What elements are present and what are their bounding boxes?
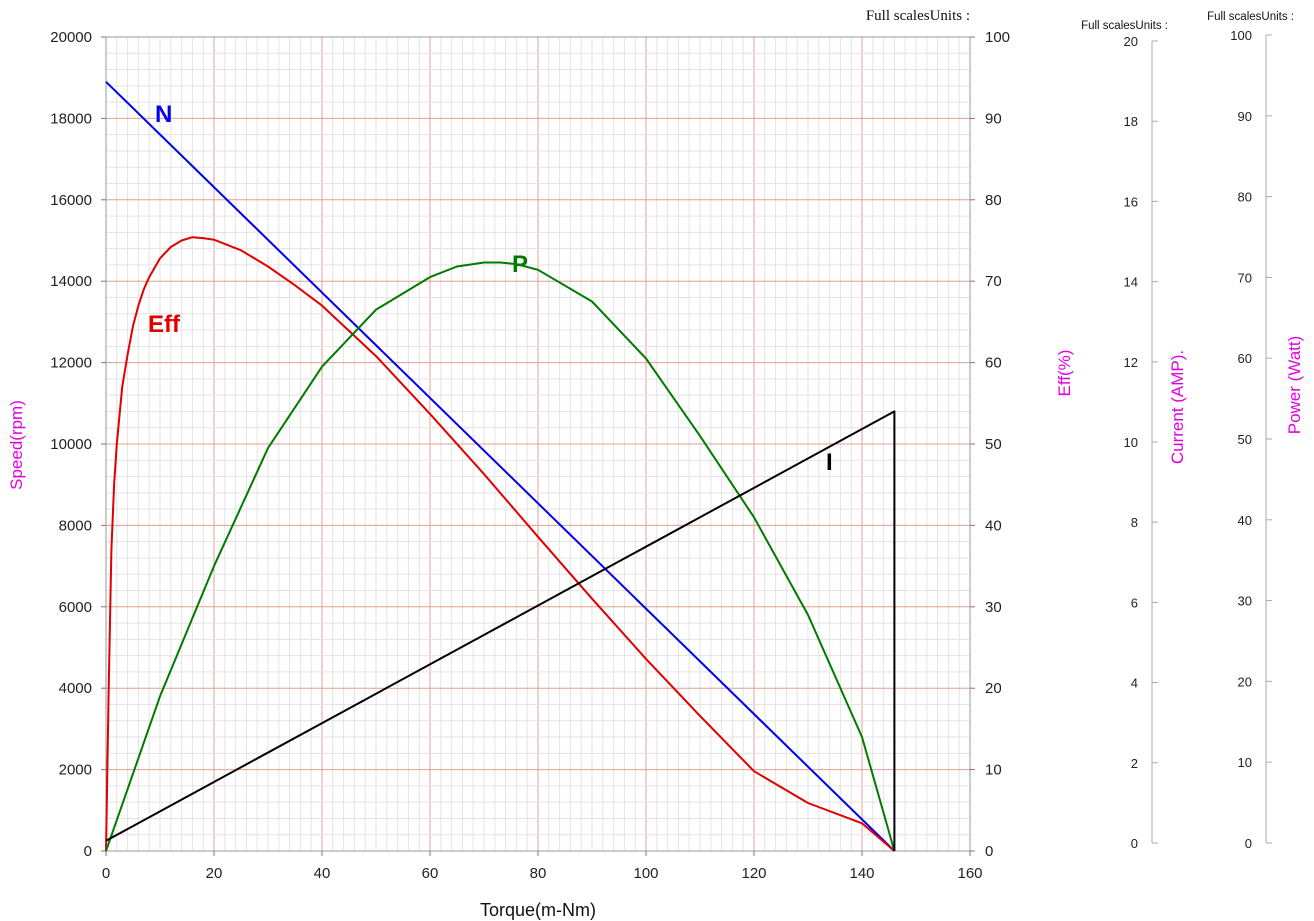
speed-tick-label: 14000 [50,273,92,290]
power-tick-label: 60 [1238,351,1252,366]
x-tick-label: 20 [206,865,223,882]
series-label-p: P [512,251,528,278]
power-tick-label: 20 [1238,674,1252,689]
series-label-eff: Eff [148,311,181,338]
current-tick-label: 14 [1124,275,1138,290]
power-tick-label: 40 [1238,513,1252,528]
eff-tick-label: 10 [985,762,1002,779]
speed-tick-label: 4000 [59,680,92,697]
chart-axes: 0 20 40 60 80 100 120 140 1600200040006000800010… [50,28,1272,882]
speed-tick-label: 16000 [50,192,92,209]
eff-tick-label: 70 [985,273,1002,290]
current-tick-label: 8 [1131,515,1138,530]
current-tick-label: 18 [1124,114,1138,129]
current-tick-label: 12 [1124,355,1138,370]
series-line-i [105,410,896,851]
series-line-n [105,81,896,852]
speed-axis-title: Speed(rpm) [7,400,26,490]
eff-tick-label: 30 [985,599,1002,616]
x-tick-label: 160 [957,865,982,882]
eff-axis-title: Eff(%) [1055,350,1074,397]
chart-series [105,81,896,852]
power-tick-label: 80 [1238,190,1252,205]
power-tick-label: 30 [1238,594,1252,609]
x-tick-label: 140 [849,865,874,882]
current-tick-label: 10 [1124,435,1138,450]
speed-tick-label: 18000 [50,110,92,127]
eff-tick-label: 90 [985,110,1002,127]
current-axis-title: Current (AMP). [1168,350,1187,464]
eff-tick-label: 80 [985,192,1002,209]
speed-tick-label: 0 [84,843,92,860]
current-tick-label: 4 [1131,676,1138,691]
eff-tick-label: 0 [985,843,993,860]
eff-tick-label: 50 [985,436,1002,453]
current-tick-label: 20 [1124,34,1138,49]
x-tick-label: 100 [633,865,658,882]
eff-tick-label: 40 [985,517,1002,534]
power-tick-label: 0 [1245,836,1252,851]
x-tick-label: 0 [102,865,110,882]
x-axis-title: Torque(m-Nm) [480,900,596,920]
speed-tick-label: 20000 [50,29,92,46]
speed-tick-label: 2000 [59,762,92,779]
power-tick-label: 90 [1238,109,1252,124]
eff-tick-label: 100 [985,29,1010,46]
power-tick-label: 70 [1238,270,1252,285]
x-tick-label: 80 [530,865,547,882]
current-full-scale-header: Full scalesUnits : [1081,20,1168,32]
current-tick-label: 2 [1131,756,1138,771]
power-full-scale-header: Full scalesUnits : [1207,11,1294,23]
series-line-p [105,261,896,852]
current-tick-label: 6 [1131,595,1138,610]
power-tick-label: 100 [1230,28,1252,43]
power-tick-label: 10 [1238,755,1252,770]
current-tick-label: 16 [1124,194,1138,209]
series-label-n: N [155,101,172,128]
current-tick-label: 0 [1131,836,1138,851]
plot-grid [106,37,970,851]
series-label-i: I [826,449,833,476]
x-tick-label: 40 [314,865,331,882]
speed-tick-label: 6000 [59,599,92,616]
eff-tick-label: 20 [985,680,1002,697]
power-tick-label: 50 [1238,432,1252,447]
eff-full-scale-header: Full scalesUnits : [866,8,970,24]
series-line-eff [105,236,896,852]
x-tick-label: 60 [422,865,439,882]
speed-tick-label: 12000 [50,355,92,372]
power-axis-title: Power (Watt) [1285,336,1304,435]
eff-tick-label: 60 [985,355,1002,372]
x-tick-label: 120 [741,865,766,882]
speed-tick-label: 8000 [59,517,92,534]
speed-tick-label: 10000 [50,436,92,453]
